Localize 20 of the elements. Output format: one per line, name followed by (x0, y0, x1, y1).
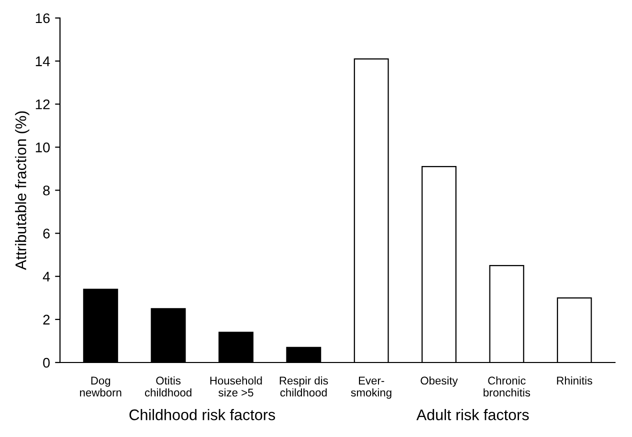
y-axis-title: Attributable fraction (%) (15, 111, 30, 270)
text: Adult risk factors (416, 409, 529, 420)
y-tick-label: 4 (42, 272, 50, 282)
y-tick-label: 12 (36, 99, 50, 110)
y-tick-label: 10 (36, 142, 50, 152)
y-tick-label: 2 (43, 314, 50, 324)
x-tick-label: Household size >5 (210, 376, 262, 397)
y-tick-label: 14 (36, 56, 50, 66)
y-tick-label: 8 (43, 186, 50, 196)
y-tick-label: 6 (43, 228, 50, 238)
x-tick-label: Rhinitis (557, 376, 592, 385)
y-tick-label: 16 (36, 13, 50, 24)
x-tick-label: Respir dis childhood (280, 376, 328, 397)
text: Childhood risk factors (129, 409, 276, 420)
x-tick-label: Chronic bronchitis (484, 376, 530, 397)
x-tick-label: Otitis childhood (144, 376, 192, 397)
x-tick-label: Ever- smoking (350, 376, 392, 399)
y-tick-label: 0 (43, 358, 50, 368)
x-tick-label: Obesity (420, 376, 458, 387)
x-tick-label: Dog newborn (80, 376, 122, 397)
